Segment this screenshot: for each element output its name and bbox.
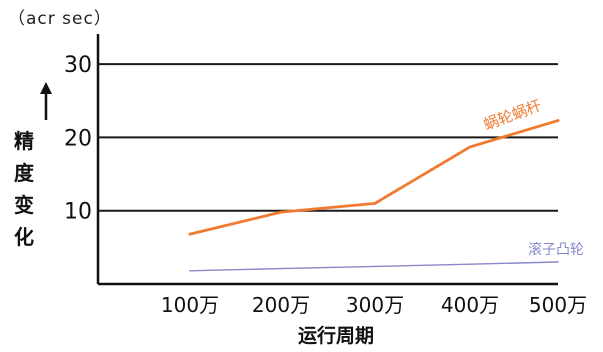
data-point [279, 210, 283, 214]
x-tick-label: 300万 [346, 293, 404, 317]
data-point [280, 267, 282, 270]
y-axis-label-char: 精 [14, 129, 34, 153]
data-point [469, 263, 471, 265]
series-layer [188, 119, 560, 272]
data-point [556, 119, 560, 122]
x-tick-label: 400万 [441, 293, 499, 317]
arrow-up-head-icon [40, 82, 52, 94]
grid-layer [98, 63, 558, 212]
y-axis-label-char: 度 [14, 161, 35, 185]
series-line [189, 261, 559, 272]
data-point [189, 270, 191, 272]
x-tick-label: 100万 [161, 293, 219, 317]
x-axis-label: 运行周期 [298, 324, 374, 347]
series-label: 滚子凸轮 [528, 241, 584, 258]
data-point [468, 145, 472, 149]
y-axis-label-char: 化 [14, 225, 34, 249]
x-tick-label: 200万 [252, 293, 310, 317]
x-tick-label: 500万 [529, 293, 587, 317]
data-point [188, 232, 192, 236]
y-tick-label: 30 [64, 53, 92, 78]
unit-label: （acr sec） [8, 9, 112, 29]
data-point [373, 201, 377, 205]
data-point [557, 261, 559, 263]
y-axis-label-char: 变 [14, 193, 34, 217]
y-tick-label: 20 [64, 126, 92, 151]
axes-layer [40, 34, 558, 286]
data-point [374, 265, 376, 268]
y-tick-label: 10 [64, 200, 92, 225]
